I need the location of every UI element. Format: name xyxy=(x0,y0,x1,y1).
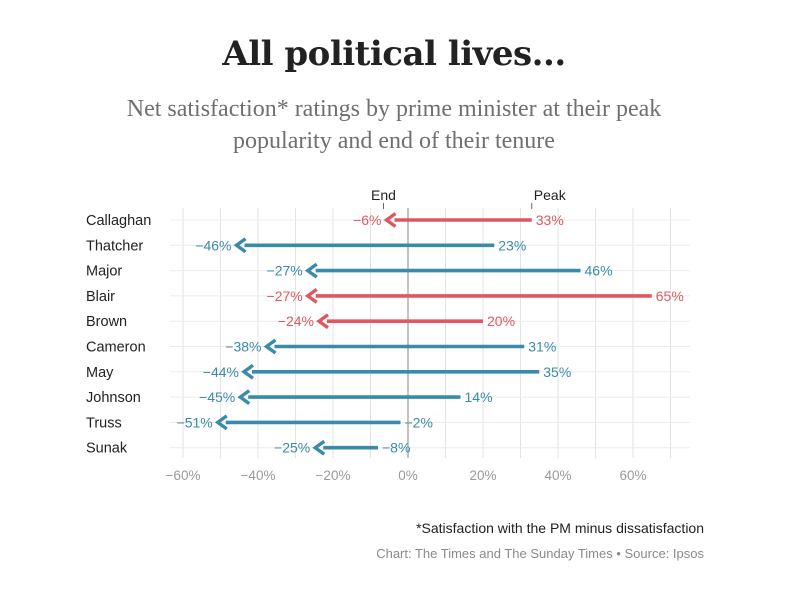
arrow-head-may xyxy=(241,363,254,380)
peak-value-label-cameron: 31% xyxy=(528,339,556,355)
row-johnson: Johnson −45% 14% xyxy=(86,389,493,406)
key-label-peak: Peak xyxy=(534,187,567,203)
chart-subtitle-line-1: Net satisfaction* ratings by prime minis… xyxy=(126,96,662,122)
arrow-head-johnson xyxy=(237,389,251,405)
source-credit: Chart: The Times and The Sunday Times • … xyxy=(376,546,704,561)
row-label-callaghan: Callaghan xyxy=(86,213,151,229)
row-cameron: Cameron −38% 31% xyxy=(86,339,556,356)
peak-value-label-callaghan: 33% xyxy=(536,212,564,228)
arrow-head-cameron xyxy=(263,338,277,355)
row-label-johnson: Johnson xyxy=(86,390,141,406)
row-blair: Blair −27% 65% xyxy=(86,288,684,305)
row-truss: Truss −51% −2% xyxy=(86,414,433,431)
peak-value-label-brown: 20% xyxy=(487,313,515,329)
row-label-brown: Brown xyxy=(86,314,127,330)
x-tick-label: −60% xyxy=(166,468,201,483)
row-brown: Brown −24% 20% xyxy=(86,313,515,330)
row-sunak: Sunak −25% −8% xyxy=(86,440,410,457)
x-tick-label: 60% xyxy=(619,468,646,483)
end-value-label-cameron: −38% xyxy=(225,339,261,355)
peak-value-label-sunak: −8% xyxy=(382,440,410,456)
chart-key: End Peak xyxy=(371,187,567,209)
row-label-sunak: Sunak xyxy=(86,441,128,457)
row-may: May −44% 35% xyxy=(86,364,571,381)
peak-value-label-thatcher: 23% xyxy=(498,237,526,253)
row-thatcher: Thatcher −46% 23% xyxy=(86,237,526,254)
x-tick-label: 0% xyxy=(398,468,418,483)
peak-value-label-truss: −2% xyxy=(405,414,433,430)
row-label-cameron: Cameron xyxy=(86,340,146,356)
row-callaghan: Callaghan −6% 33% xyxy=(86,212,564,229)
arrow-head-blair xyxy=(304,288,318,304)
chart-subtitle-line-2: popularity and end of their tenure xyxy=(233,128,555,154)
peak-value-label-johnson: 14% xyxy=(465,389,493,405)
x-tick-label: −40% xyxy=(241,468,276,483)
row-label-thatcher: Thatcher xyxy=(86,238,143,254)
end-value-label-brown: −24% xyxy=(278,313,314,329)
end-value-label-blair: −27% xyxy=(267,288,303,304)
row-major: Major −27% 46% xyxy=(86,263,613,280)
arrow-head-brown xyxy=(316,313,329,330)
row-label-may: May xyxy=(86,365,114,381)
key-label-end: End xyxy=(371,187,396,203)
x-tick-label: 40% xyxy=(544,468,571,483)
chart-title: All political lives... xyxy=(222,34,566,74)
row-label-truss: Truss xyxy=(86,415,122,431)
end-value-label-may: −44% xyxy=(203,364,239,380)
footnote: *Satisfaction with the PM minus dissatis… xyxy=(416,520,704,536)
end-value-label-sunak: −25% xyxy=(274,440,310,456)
end-value-label-callaghan: −6% xyxy=(353,212,381,228)
arrow-head-truss xyxy=(214,414,228,431)
chart-subtitle: Net satisfaction* ratings by prime minis… xyxy=(0,93,788,157)
x-tick-label: 20% xyxy=(469,468,496,483)
end-value-label-truss: −51% xyxy=(177,414,213,430)
peak-value-label-major: 46% xyxy=(585,263,613,279)
arrow-head-sunak xyxy=(312,439,326,456)
arrow-head-major xyxy=(304,262,318,279)
row-label-blair: Blair xyxy=(86,289,115,305)
peak-value-label-blair: 65% xyxy=(656,288,684,304)
chart-rows: Callaghan −6% 33% Thatcher −46% 23% Major −27% 4… xyxy=(86,212,684,457)
arrow-head-callaghan xyxy=(383,212,397,228)
end-value-label-major: −27% xyxy=(267,263,303,279)
end-value-label-thatcher: −46% xyxy=(195,237,231,253)
end-value-label-johnson: −45% xyxy=(199,389,235,405)
peak-value-label-may: 35% xyxy=(543,364,571,380)
x-axis: −60% −40% −20% 0% 20% 40% 60% xyxy=(166,468,647,483)
x-tick-label: −20% xyxy=(316,468,351,483)
arrow-head-thatcher xyxy=(233,237,247,254)
row-label-major: Major xyxy=(86,264,122,280)
